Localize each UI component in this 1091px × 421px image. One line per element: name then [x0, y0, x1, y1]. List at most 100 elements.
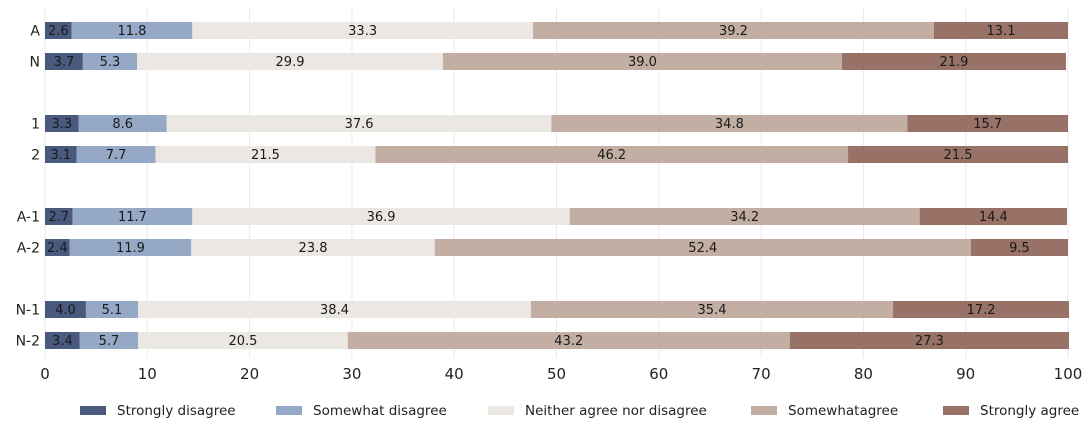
legend-label: Neither agree nor disagree — [525, 403, 707, 419]
bar-segment — [442, 53, 842, 70]
data-label: 3.7 — [54, 55, 75, 70]
bar-segment — [69, 239, 192, 256]
legend-swatch — [276, 406, 302, 415]
data-label: 17.2 — [967, 303, 996, 318]
bar-segment — [45, 53, 83, 70]
bar-segment — [138, 301, 531, 318]
legend-swatch — [943, 406, 969, 415]
tick-label: 90 — [956, 365, 975, 383]
bar-segment — [155, 146, 376, 163]
bar-segment — [85, 301, 139, 318]
data-label: 29.9 — [276, 55, 305, 70]
bar-segment — [191, 239, 435, 256]
bar-segment — [569, 208, 920, 225]
tick-label: 50 — [547, 365, 566, 383]
tick-label: 40 — [445, 365, 464, 383]
data-label: 3.4 — [52, 334, 73, 349]
data-label: 3.1 — [51, 148, 72, 163]
data-label: 35.4 — [698, 303, 727, 318]
category-label: A-1 — [17, 210, 40, 226]
bar-segment — [166, 115, 552, 132]
data-label: 2.6 — [48, 24, 69, 39]
data-label: 2.4 — [47, 241, 68, 256]
data-label: 11.9 — [116, 241, 145, 256]
data-label: 46.2 — [597, 148, 626, 163]
data-label: 21.5 — [251, 148, 280, 163]
bar-segment — [45, 146, 77, 163]
bar-segment — [933, 22, 1068, 39]
legend-swatch — [751, 406, 777, 415]
legend: Strongly disagree Somewhat disagree Neithe… — [80, 403, 1079, 419]
bar-segment — [841, 53, 1066, 70]
data-label: 43.2 — [554, 334, 583, 349]
data-label: 34.8 — [715, 117, 744, 132]
data-label: 21.9 — [939, 55, 968, 70]
data-label: 20.5 — [228, 334, 257, 349]
legend-swatch — [488, 406, 514, 415]
bar-segment — [71, 22, 193, 39]
data-label: 11.8 — [117, 24, 146, 39]
data-label: 5.3 — [100, 55, 121, 70]
bar-segment — [551, 115, 908, 132]
bar-segment — [907, 115, 1068, 132]
bar-segment — [434, 239, 971, 256]
legend-swatch — [80, 406, 106, 415]
data-label: 37.6 — [345, 117, 374, 132]
bar-segment — [45, 332, 80, 349]
bar-segment — [919, 208, 1067, 225]
data-label: 33.3 — [348, 24, 377, 39]
bars: 2.6 11.8 33.3 39.2 13.1 3.7 5.3 29.9 39.0 21.9 3.3… — [45, 22, 1070, 349]
category-label: A — [30, 24, 40, 40]
bar-segment — [970, 239, 1068, 256]
bar-segment — [192, 208, 570, 225]
bar-segment — [76, 146, 156, 163]
data-label: 2.7 — [48, 210, 69, 225]
bar-segment — [45, 239, 70, 256]
data-label: 5.7 — [99, 334, 120, 349]
bar-segment — [82, 53, 138, 70]
data-label: 27.3 — [915, 334, 944, 349]
bar-segment — [45, 22, 72, 39]
bar-segment — [79, 332, 139, 349]
data-label: 21.5 — [944, 148, 973, 163]
tick-label: 0 — [40, 365, 50, 383]
bar-segment — [375, 146, 849, 163]
bar-segment — [789, 332, 1070, 349]
bar-segment — [45, 301, 86, 318]
data-label: 39.2 — [719, 24, 748, 39]
data-label: 34.2 — [730, 210, 759, 225]
category-label: N-2 — [16, 334, 40, 350]
data-label: 3.3 — [52, 117, 73, 132]
data-label: 39.0 — [628, 55, 657, 70]
bar-segment — [530, 301, 894, 318]
bar-segment — [893, 301, 1070, 318]
bar-segment — [848, 146, 1068, 163]
category-label: 2 — [31, 148, 40, 164]
tick-label: 30 — [342, 365, 361, 383]
data-label: 11.7 — [118, 210, 147, 225]
tick-label: 80 — [854, 365, 873, 383]
category-labels: AN 1 2 A-1 A-2 N-1 N-2 — [16, 24, 41, 350]
data-label: 7.7 — [106, 148, 127, 163]
category-label: N-1 — [16, 303, 40, 319]
tick-label: 70 — [752, 365, 771, 383]
x-axis: 0 10 20 30 40 50 60 70 80 90 100 — [40, 365, 1082, 383]
bar-segment — [532, 22, 934, 39]
legend-label: Strongly disagree — [117, 403, 236, 419]
tick-label: 20 — [240, 365, 259, 383]
data-label: 5.1 — [102, 303, 123, 318]
bar-segment — [45, 208, 73, 225]
data-label: 36.9 — [367, 210, 396, 225]
legend-label: Somewhat disagree — [313, 403, 447, 419]
data-label: 9.5 — [1009, 241, 1030, 256]
legend-label: Strongly agree — [980, 403, 1079, 419]
bar-segment — [78, 115, 167, 132]
category-label: 1 — [31, 117, 40, 133]
bar-segment — [347, 332, 790, 349]
data-label: 13.1 — [987, 24, 1016, 39]
category-label: N — [30, 55, 40, 71]
bar-segment — [192, 22, 533, 39]
bar-segment — [138, 332, 348, 349]
tick-label: 10 — [138, 365, 157, 383]
